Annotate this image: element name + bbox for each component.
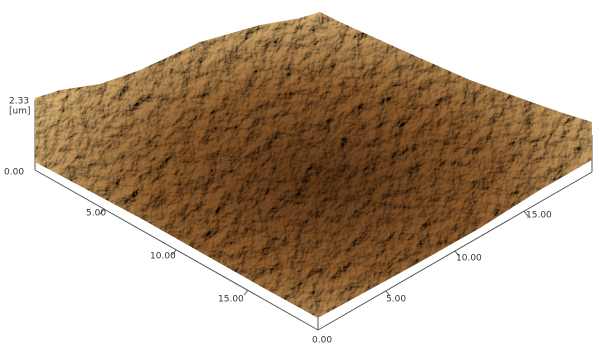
left-tick-label: 10.00 <box>150 252 176 262</box>
left-tick-label: 0.00 <box>312 336 332 346</box>
page: 2.33 [um] 0.00 5.00 10.00 15.00 0.00 5.0… <box>0 0 599 346</box>
z-unit-label: [um] <box>9 107 31 117</box>
z-min-label: 0.00 <box>4 168 24 178</box>
surface <box>35 12 592 318</box>
z-max-label: 2.33 <box>9 97 29 107</box>
right-tick-label: 5.00 <box>386 295 406 305</box>
left-tick-label: 5.00 <box>86 209 106 219</box>
right-tick-label: 15.00 <box>526 211 552 221</box>
right-tick-label: 10.00 <box>456 254 482 264</box>
afm-surface-view: 2.33 [um] 0.00 5.00 10.00 15.00 0.00 5.0… <box>0 0 599 346</box>
tick <box>244 290 248 295</box>
left-tick-label: 15.00 <box>218 295 244 305</box>
